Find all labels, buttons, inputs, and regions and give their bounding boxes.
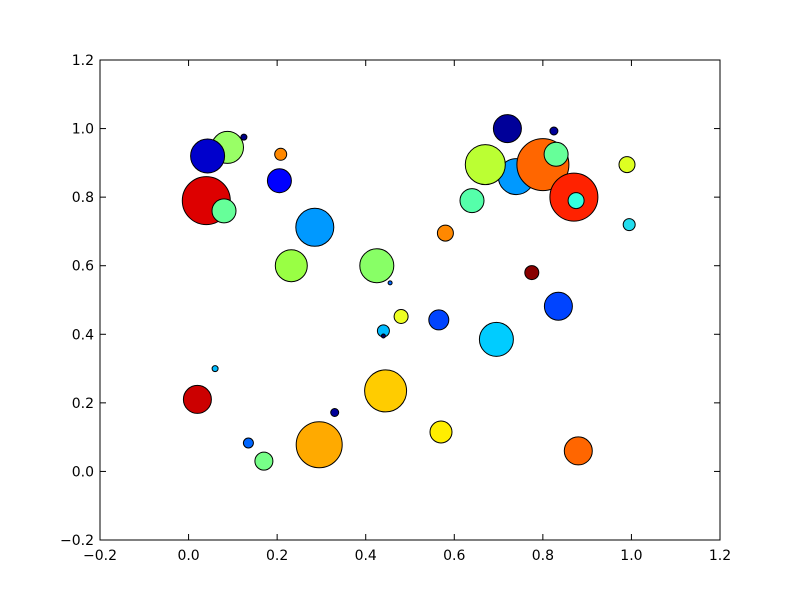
- scatter-point-5: [274, 147, 288, 161]
- scatter-point-17: [524, 265, 540, 281]
- y-tick-label: 1.0: [72, 122, 94, 138]
- scatter-point-33: [254, 451, 274, 471]
- scatter-point-11: [436, 224, 454, 242]
- y-tick-label: 0.4: [72, 327, 94, 343]
- scatter-point-2: [190, 138, 226, 174]
- scatter-point-27: [567, 192, 585, 210]
- scatter-point-22: [464, 144, 506, 186]
- scatter-point-3: [240, 133, 248, 141]
- x-tick-label: 0.0: [177, 548, 199, 564]
- scatter-point-37: [429, 420, 453, 444]
- scatter-point-28: [618, 156, 636, 174]
- scatter-point-19: [492, 114, 522, 144]
- x-tick-label: 0.2: [266, 548, 288, 564]
- scatter-point-4: [211, 198, 237, 224]
- scatter-point-15: [428, 309, 450, 331]
- scatter-point-16: [478, 321, 514, 357]
- y-tick-label: −0.2: [60, 533, 94, 549]
- x-tick-label: −0.2: [83, 548, 117, 564]
- scatter-point-34: [295, 421, 343, 469]
- x-tick-label: 0.8: [532, 548, 554, 564]
- y-tick-label: 1.2: [72, 53, 94, 69]
- scatter-point-32: [242, 437, 254, 449]
- scatter-point-20: [549, 126, 559, 136]
- scatter-point-10: [387, 280, 393, 286]
- y-tick-label: 0.8: [72, 190, 94, 206]
- scatter-point-12: [393, 309, 409, 324]
- x-tick-label: 1.0: [620, 548, 642, 564]
- scatter-point-35: [330, 408, 340, 417]
- scatter-point-14: [380, 333, 386, 339]
- scatter-point-24: [543, 141, 569, 167]
- axes-frame: [99, 59, 721, 541]
- scatter-point-25: [459, 188, 485, 214]
- data-points: [181, 114, 636, 471]
- x-tick-label: 0.6: [443, 548, 465, 564]
- scatter-point-30: [211, 365, 219, 373]
- scatter-point-36: [364, 369, 408, 413]
- x-tick-label: 1.2: [709, 548, 731, 564]
- scatter-point-18: [543, 291, 573, 321]
- y-tick-label: 0.2: [72, 396, 94, 412]
- axis-ticks: −0.2 0.0 0.2 0.4 0.6 0.8 1.0 1.2 −0.2 0.0 0.2 0.4 0.…: [60, 53, 731, 564]
- scatter-point-29: [622, 218, 636, 232]
- y-tick-label: 0.6: [72, 259, 94, 275]
- scatter-point-8: [274, 249, 308, 283]
- scatter-point-9: [359, 248, 395, 284]
- scatter-point-7: [295, 207, 335, 247]
- x-tick-label: 0.4: [355, 548, 377, 564]
- y-tick-label: 0.0: [72, 464, 94, 480]
- scatter-point-31: [182, 384, 212, 414]
- scatter-point-6: [266, 168, 292, 194]
- scatter-point-38: [563, 436, 593, 466]
